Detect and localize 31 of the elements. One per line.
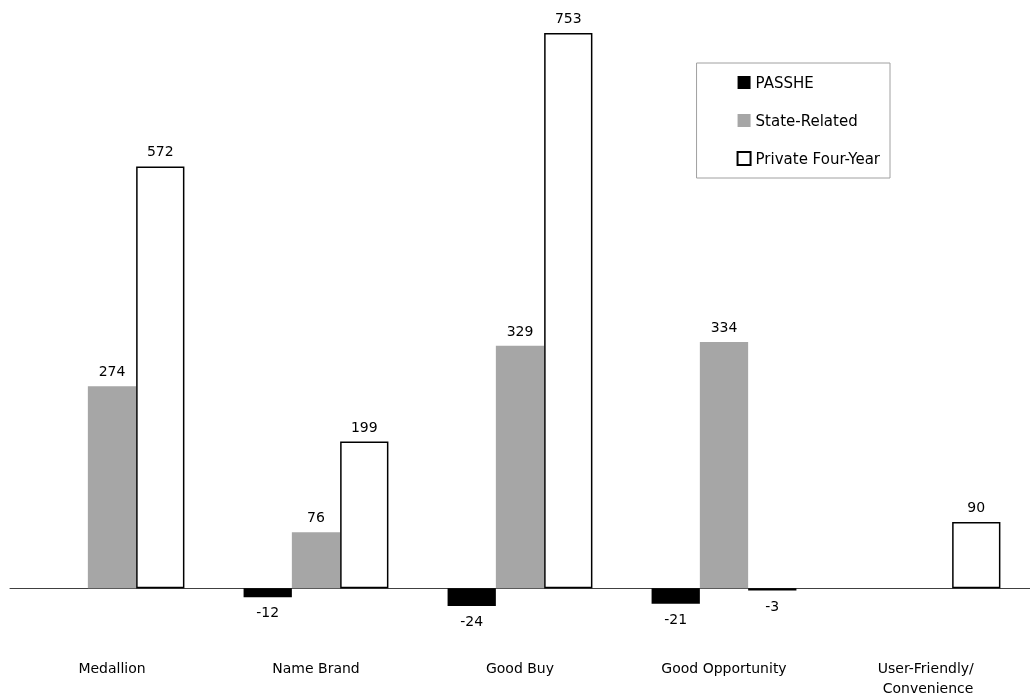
data-label: 274 — [98, 363, 126, 380]
bar — [243, 588, 292, 598]
x-tick-label: Good Buy — [485, 660, 555, 676]
x-tick-label: Name Brand — [272, 660, 360, 676]
legend-label: PASSHE — [755, 73, 814, 92]
data-label: 199 — [350, 418, 378, 435]
bar — [447, 588, 496, 606]
bar — [340, 441, 389, 589]
bar — [291, 532, 341, 589]
data-label: -24 — [460, 613, 484, 629]
data-label: 753 — [554, 10, 582, 26]
bar — [544, 33, 593, 589]
bar — [136, 166, 185, 589]
bar — [699, 341, 749, 589]
data-label: 76 — [307, 509, 325, 526]
data-label: -21 — [664, 610, 688, 627]
bar — [495, 345, 545, 589]
bar — [952, 521, 1001, 589]
bar — [651, 588, 700, 604]
x-tick-label: User-Friendly/ Convenience — [877, 660, 979, 696]
bar — [87, 386, 137, 589]
data-label: 334 — [710, 318, 738, 335]
x-tick-label: Medallion — [78, 660, 146, 676]
data-label: 90 — [967, 498, 986, 515]
data-label: -12 — [256, 604, 280, 621]
x-tick-label: Good Opportunity — [661, 660, 787, 676]
legend-label: Private Four-Year — [755, 149, 881, 168]
data-label: 572 — [146, 143, 174, 160]
legend-label: State-Related — [755, 111, 858, 130]
data-label: -3 — [765, 597, 780, 614]
data-label: 329 — [506, 322, 534, 339]
